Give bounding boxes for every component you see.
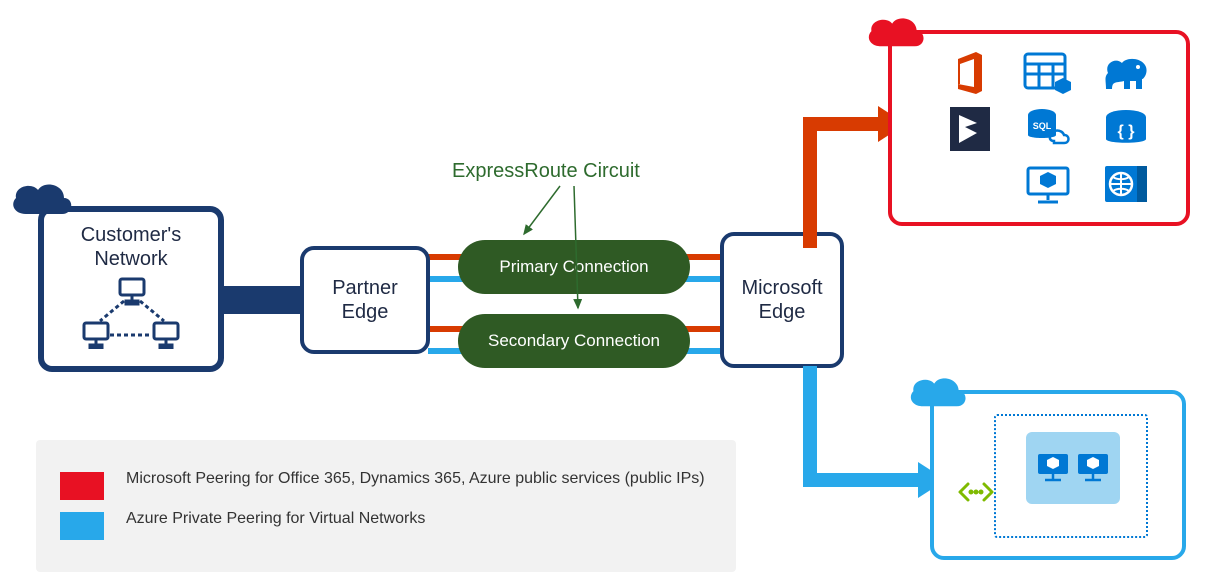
vnet-peering-icon: [956, 476, 996, 508]
cosmos-braces-icon: { }: [1103, 109, 1149, 149]
hdinsight-elephant-icon: [1102, 53, 1150, 93]
vm-icon-2: [1076, 452, 1110, 484]
legend-text-private-peering: Azure Private Peering for Virtual Networ…: [126, 508, 425, 530]
app-service-globe-icon: [1103, 164, 1149, 206]
vm-cube-icon: [1024, 164, 1072, 206]
customer-lan-icon: [76, 277, 186, 349]
storage-table-icon: [1023, 52, 1073, 94]
legend-text-ms-peering: Microsoft Peering for Office 365, Dynami…: [126, 468, 705, 490]
microsoft-services-cloud-icon: [862, 12, 928, 56]
sql-database-icon: SQL: [1024, 107, 1072, 151]
customer-to-partner-link: [224, 286, 302, 314]
customer-network-label: Customer's Network: [81, 223, 182, 271]
secondary-connection-pipe: Secondary Connection: [458, 314, 690, 368]
expressroute-pointer-arrows: [520, 182, 640, 322]
vm-availability-set: [1026, 432, 1120, 504]
microsoft-services-icon-grid: SQL { }: [940, 48, 1156, 210]
microsoft-edge-label: Microsoft Edge: [741, 276, 822, 324]
svg-text:SQL: SQL: [1033, 121, 1052, 131]
dynamics-365-icon: [950, 107, 990, 151]
legend-swatch-red: [60, 472, 104, 500]
partner-edge-box: Partner Edge: [300, 246, 430, 354]
office-365-icon: [950, 50, 990, 96]
customer-network-box: Customer's Network: [38, 206, 224, 372]
secondary-connection-label: Secondary Connection: [488, 331, 660, 351]
svg-text:{ }: { }: [1118, 123, 1135, 140]
legend-panel: Microsoft Peering for Office 365, Dynami…: [36, 440, 736, 572]
vm-icon-1: [1036, 452, 1070, 484]
legend-row-ms-peering: Microsoft Peering for Office 365, Dynami…: [60, 468, 712, 500]
azure-vnet-cloud-icon: [904, 372, 970, 416]
partner-edge-label: Partner Edge: [332, 276, 398, 324]
legend-row-private-peering: Azure Private Peering for Virtual Networ…: [60, 508, 712, 540]
legend-swatch-blue: [60, 512, 104, 540]
customer-cloud-icon: [6, 178, 76, 224]
expressroute-title: ExpressRoute Circuit: [452, 160, 640, 183]
